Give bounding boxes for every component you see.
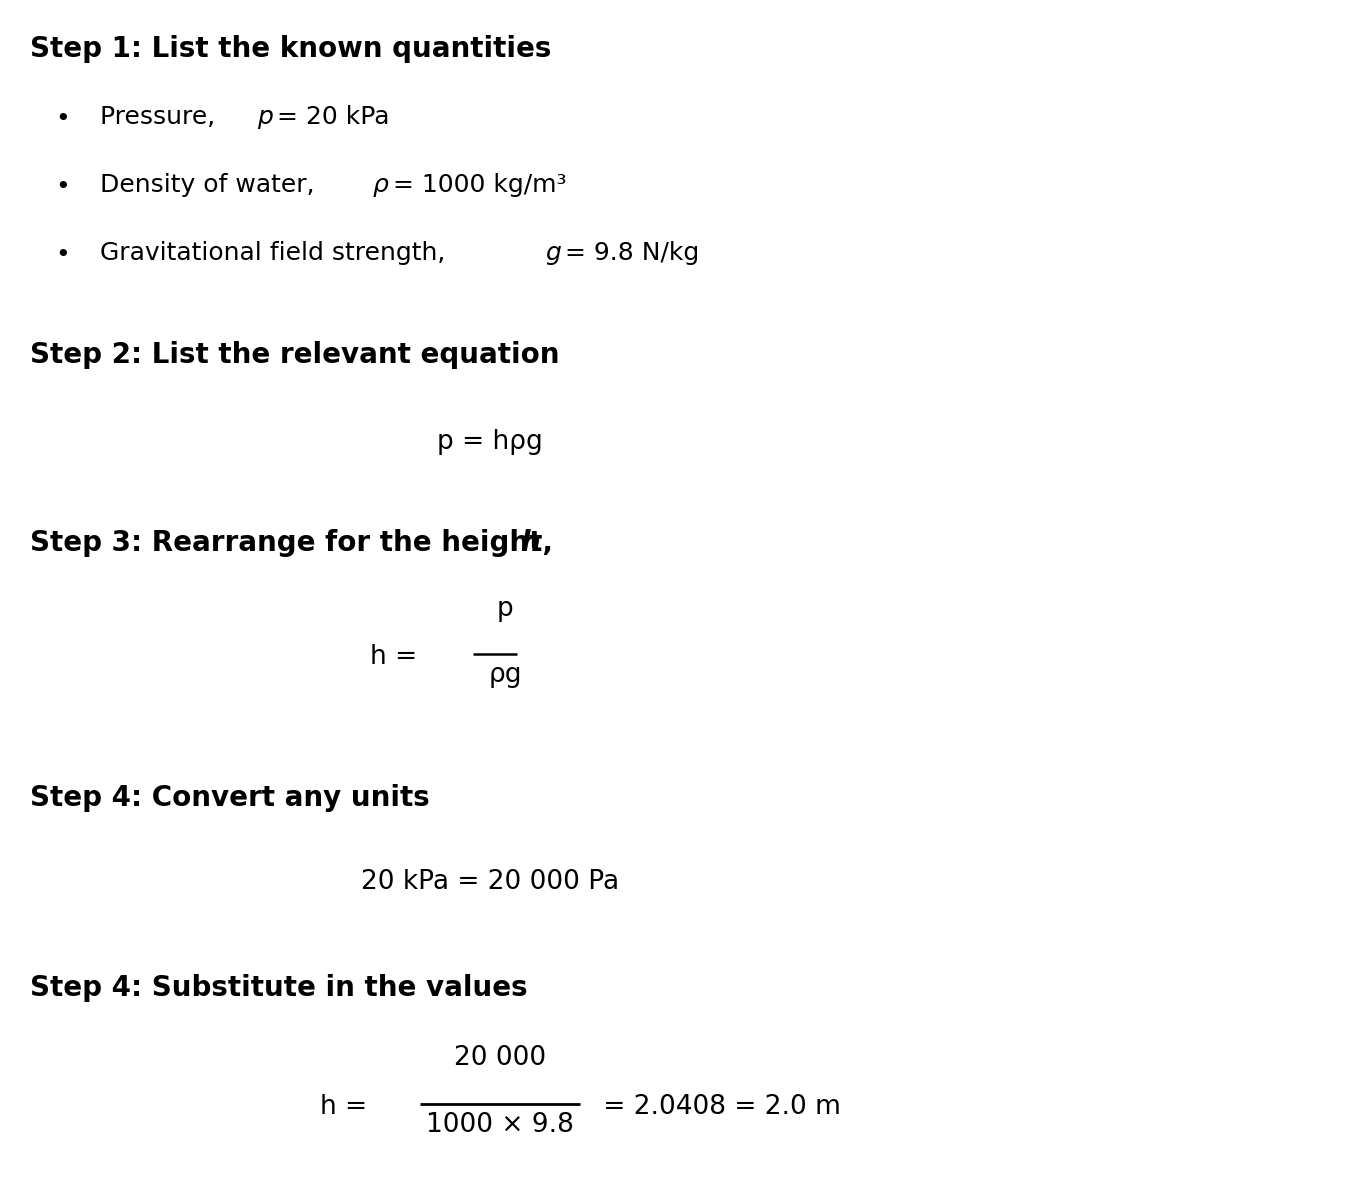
Text: p: p [257,105,273,129]
Text: 20 kPa = 20 000 Pa: 20 kPa = 20 000 Pa [360,869,619,895]
Text: g: g [545,242,560,266]
Text: Step 2: List the relevant equation: Step 2: List the relevant equation [30,341,559,370]
Text: p = hρg: p = hρg [437,429,543,454]
Text: Step 3: Rearrange for the height,: Step 3: Rearrange for the height, [30,529,563,557]
Text: = 2.0408 = 2.0 m: = 2.0408 = 2.0 m [596,1094,840,1119]
Text: Gravitational field strength,: Gravitational field strength, [101,242,453,266]
Text: h =: h = [320,1094,367,1119]
Text: p: p [496,596,513,622]
Text: h: h [520,529,540,557]
Text: ρg: ρg [488,663,522,688]
Text: Step 1: List the known quantities: Step 1: List the known quantities [30,35,551,63]
Text: •: • [54,243,69,267]
Text: ρ: ρ [373,173,389,197]
Text: Pressure,: Pressure, [101,105,223,129]
Text: 1000 × 9.8: 1000 × 9.8 [426,1112,574,1139]
Text: •: • [54,106,69,132]
Text: Density of water,: Density of water, [101,173,322,197]
Text: 20 000: 20 000 [454,1045,547,1070]
Text: = 9.8 N/kg: = 9.8 N/kg [558,242,699,266]
Text: = 20 kPa: = 20 kPa [269,105,389,129]
Text: Step 4: Convert any units: Step 4: Convert any units [30,785,430,812]
Text: •: • [54,175,69,199]
Text: = 1000 kg/m³: = 1000 kg/m³ [385,173,567,197]
Text: Step 4: Substitute in the values: Step 4: Substitute in the values [30,974,528,1002]
Text: h =: h = [370,643,418,670]
